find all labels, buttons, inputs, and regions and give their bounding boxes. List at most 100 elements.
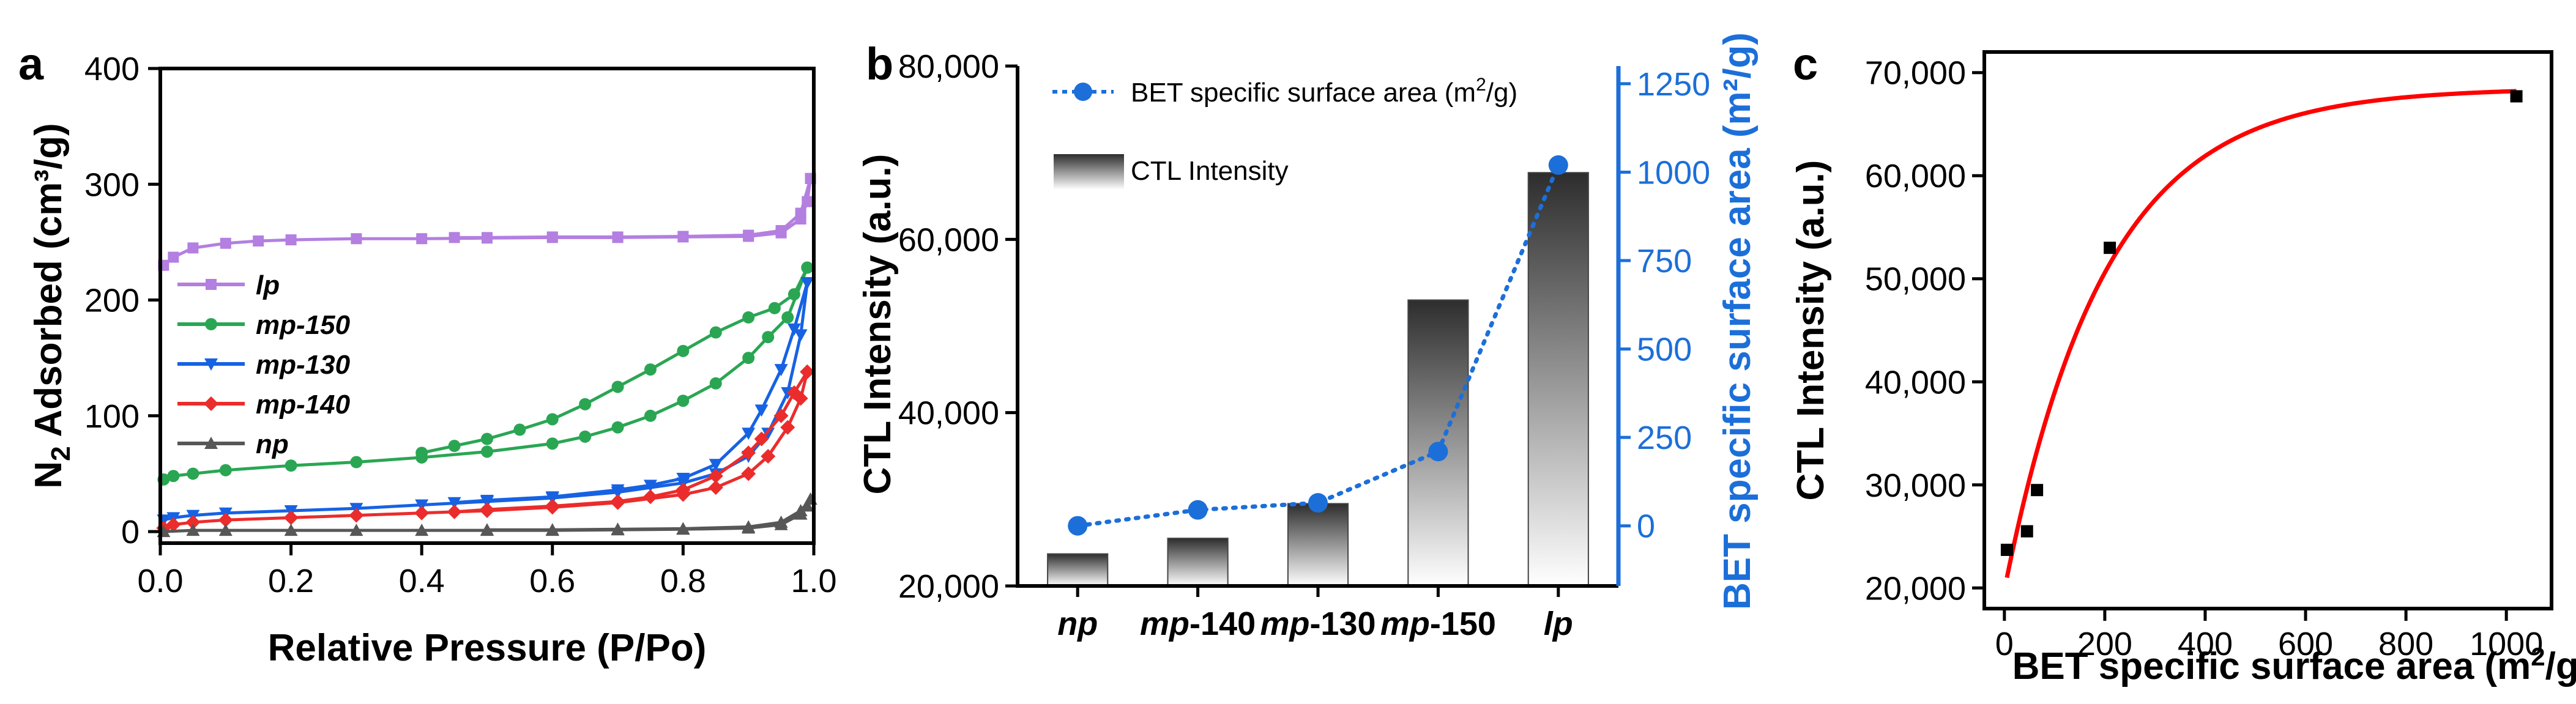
a-legend-mp-150-label: mp-150 (256, 310, 351, 340)
a-legend-np-marker-icon (204, 437, 218, 449)
legend-bet-marker-icon (1074, 83, 1092, 101)
isotherm-mp-150-desorption-point-3 (742, 311, 755, 324)
b-y2tick-label-1: 250 (1637, 420, 1692, 456)
isotherm-lp-desorption-point-1 (795, 207, 806, 219)
isotherm-mp-140-desorption-point-2 (773, 408, 789, 423)
b-xtick-label-3-italic: mp (1380, 606, 1430, 642)
b-xtick-label-2: mp-130 (1260, 606, 1375, 642)
isotherm-mp-150-desorption-point-6 (644, 363, 657, 376)
a-ytick-label-0: 0 (121, 514, 140, 550)
isotherm-np-desorption-point-5 (611, 522, 625, 535)
isotherm-mp-130-adsorption-point-15 (794, 329, 808, 342)
isotherm-np-adsorption-point-4 (349, 524, 363, 536)
panel-a-x-axis-title: Relative Pressure (P/Po) (268, 627, 707, 669)
panel-b-bet-line-layer (1068, 155, 1568, 536)
isotherm-mp-150-adsorption-point-10 (611, 421, 624, 434)
scatter-point-2 (2031, 484, 2044, 497)
panel-a-series-layer (156, 172, 817, 538)
isotherm-mp-140-desorption-point-4 (741, 445, 756, 461)
bet-dotted-line (1075, 163, 1561, 528)
isotherm-mp-150-adsorption-point-5 (350, 456, 363, 469)
bet-point-mp-130 (1308, 493, 1328, 513)
isotherm-mp-150-desorption-point-4 (709, 326, 722, 339)
b-ytick-label-2: 60,000 (898, 221, 999, 258)
isotherm-np-desorption-point-3 (742, 520, 756, 533)
isotherm-mp-140-desorption-point-11 (447, 504, 462, 519)
b-y2tick-label-3: 750 (1637, 243, 1692, 280)
isotherm-mp-140-adsorption-point-4 (283, 510, 299, 525)
b-y2tick-label-2: 500 (1637, 332, 1692, 368)
b-y2tick-label-0: 0 (1637, 508, 1655, 545)
a-ytick-label-3: 300 (84, 166, 140, 203)
panel-a-y-title-suffix: Adsorbed (cm³/g) (28, 123, 70, 446)
panel-a-legend: lp mp-150 mp-130 mp-140 np (177, 270, 351, 459)
panel-b-left-y-axis-title: CTL Intensity (a.u.) (857, 154, 899, 495)
isotherm-mp-130-desorption-point-3 (754, 404, 769, 417)
b-xtick-label-0: np (1057, 606, 1098, 642)
a-legend-lp-marker-icon (206, 279, 217, 290)
c-ytick-label-5: 70,000 (1865, 55, 1966, 92)
isotherm-np-desorption-point-2 (774, 515, 788, 528)
a-ytick-label-2: 200 (84, 283, 140, 319)
legend-ctl-swatch-icon (1054, 154, 1124, 190)
isotherm-lp-adsorption-point-4 (253, 235, 264, 247)
isotherm-lp-desorption-point-4 (677, 231, 689, 242)
isotherm-mp-150-adsorption-point-13 (709, 377, 722, 390)
a-xtick-label-4: 0.8 (660, 563, 706, 599)
c-ytick-label-3: 50,000 (1865, 261, 1966, 298)
isotherm-mp-130-desorption-point-8 (611, 484, 625, 497)
a-ytick-label-4: 400 (84, 51, 140, 87)
isotherm-lp-desorption-point-5 (612, 231, 624, 243)
b-y2tick-label-4: 1000 (1637, 154, 1710, 191)
isotherm-mp-130-desorption-point-11 (447, 497, 461, 509)
panel-c-y-axis-title: CTL Intensity (a.u.) (1790, 160, 1832, 501)
isotherm-mp-140-desorption-point-7 (643, 489, 658, 505)
scatter-point-0 (2000, 543, 2013, 556)
panel-a-y-title-sub: 2 (46, 446, 76, 461)
b-xtick-label-2-suffix: -130 (1309, 606, 1375, 642)
a-legend-mp-140-label: mp-140 (256, 390, 351, 420)
panel-a-y-axis-title: N2 Adsorbed (cm³/g) (28, 123, 76, 488)
panel-c-letter: c (1793, 39, 1818, 89)
isotherm-mp-140-desorption-point-6 (676, 482, 691, 497)
scatter-point-3 (2104, 242, 2116, 254)
bet-point-mp-150 (1428, 442, 1448, 462)
legend-bet-label-end: /g) (1486, 78, 1517, 108)
isotherm-np-desorption-line (487, 498, 812, 532)
bet-point-np (1068, 516, 1088, 536)
isotherm-np-desorption-point-1 (794, 504, 808, 517)
panel-b-bars-layer (1047, 172, 1589, 587)
panel-a-plot-frame (158, 67, 816, 545)
bet-point-mp-140 (1188, 500, 1208, 520)
a-xtick-label-2: 0.4 (399, 563, 445, 599)
isotherm-mp-140-desorption-point-10 (480, 502, 494, 517)
isotherm-mp-150-adsorption-point-8 (546, 437, 559, 450)
panel-a-y-ticks: 0 100 200 300 400 (84, 51, 160, 550)
c-ytick-label-2: 40,000 (1865, 364, 1966, 401)
isotherm-mp-150-desorption-point-10 (513, 423, 526, 436)
b-xtick-label-3: mp-150 (1380, 606, 1496, 642)
b-xtick-label-0-italic: np (1057, 606, 1098, 642)
panel-b-legend: BET specific surface area (m2/g) CTL Int… (1052, 75, 1517, 190)
legend-bet-label-text: BET specific surface area (m (1131, 78, 1476, 108)
b-ytick-label-1: 40,000 (898, 395, 999, 432)
b-xtick-label-1: mp-140 (1140, 606, 1256, 642)
isotherm-mp-150-desorption-point-2 (768, 302, 781, 314)
legend-bet-label: BET specific surface area (m2/g) (1131, 75, 1517, 108)
a-xtick-label-1: 0.2 (268, 563, 314, 599)
isotherm-lp-adsorption-point-7 (416, 233, 428, 245)
a-legend-mp-140-marker-icon (204, 396, 218, 411)
isotherm-mp-130-desorption-point-10 (480, 494, 494, 507)
panel-a-isotherm-chart: a 0.0 0.2 0.4 0.6 0.8 1.0 0 100 200 300 400 Relat… (18, 39, 837, 669)
b-xtick-label-1-italic: mp (1140, 606, 1189, 642)
isotherm-mp-130-desorption-point-4 (742, 428, 756, 440)
scatter-point-1 (2020, 525, 2033, 538)
isotherm-lp-desorption-point-2 (775, 224, 787, 236)
isotherm-mp-140-adsorption-point-13 (761, 449, 776, 464)
isotherm-mp-130-desorption-point-9 (545, 491, 559, 504)
isotherm-mp-150-desorption-point-5 (677, 344, 690, 357)
isotherm-np-desorption-point-7 (480, 523, 494, 536)
isotherm-lp-desorption-point-3 (743, 229, 754, 241)
a-xtick-label-5: 1.0 (791, 563, 836, 599)
isotherm-mp-130-desorption-point-1 (787, 323, 801, 336)
